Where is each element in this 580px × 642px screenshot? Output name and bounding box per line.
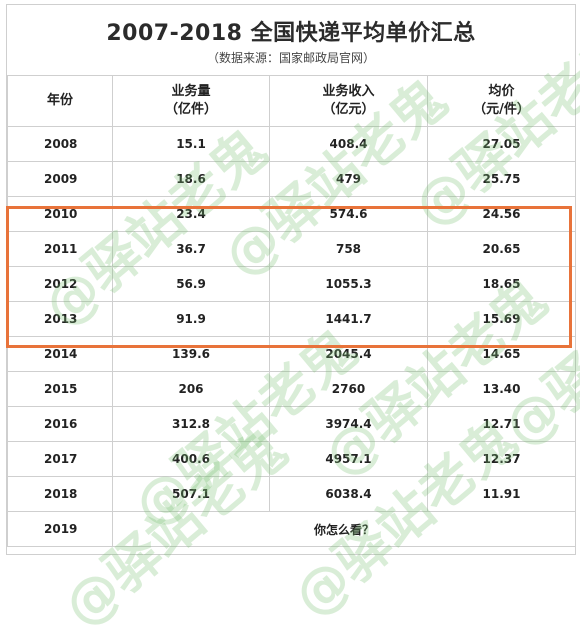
revenue-cell: 408.4 xyxy=(269,126,428,162)
table-row: 2009 18.6 479 25.75 xyxy=(7,161,576,197)
volume-cell: 23.4 xyxy=(112,196,270,232)
header-price-line1: 均价 xyxy=(488,84,515,99)
year-cell: 2017 xyxy=(7,441,113,477)
revenue-cell: 1441.7 xyxy=(269,301,428,337)
header-row: 年份 业务量 （亿件） 业务收入 （亿元） 均价 （元/件） xyxy=(7,75,576,127)
table-row: 2017 400.6 4957.1 12.37 xyxy=(7,441,576,477)
volume-cell: 312.8 xyxy=(112,406,270,442)
table-row: 2011 36.7 758 20.65 xyxy=(7,231,576,267)
year-cell: 2012 xyxy=(7,266,113,302)
table-row: 2012 56.9 1055.3 18.65 xyxy=(7,266,576,302)
price-cell: 12.37 xyxy=(427,441,576,477)
volume-cell: 36.7 xyxy=(112,231,270,267)
revenue-cell: 2045.4 xyxy=(269,336,428,372)
price-cell: 11.91 xyxy=(427,476,576,512)
year-cell: 2013 xyxy=(7,301,113,337)
revenue-cell: 6038.4 xyxy=(269,476,428,512)
volume-cell: 139.6 xyxy=(112,336,270,372)
table-row: 2016 312.8 3974.4 12.71 xyxy=(7,406,576,442)
year-cell: 2010 xyxy=(7,196,113,232)
table-row: 2014 139.6 2045.4 14.65 xyxy=(7,336,576,372)
price-cell: 24.56 xyxy=(427,196,576,232)
table-row: 2015 206 2760 13.40 xyxy=(7,371,576,407)
price-cell: 13.40 xyxy=(427,371,576,407)
document-page: 2007-2018 全国快递平均单价汇总 （数据来源：国家邮政局官网） 年份 业… xyxy=(6,4,580,639)
year-cell: 2008 xyxy=(7,126,113,162)
price-cell: 14.65 xyxy=(427,336,576,372)
table-row: 2018 507.1 6038.4 11.91 xyxy=(7,476,576,512)
price-summary-table: 年份 业务量 （亿件） 业务收入 （亿元） 均价 （元/件） 2008 15.1 xyxy=(7,75,576,547)
question-cell: 你怎么看？ xyxy=(112,511,576,547)
data-source-note: （数据来源：国家邮政局官网） xyxy=(206,51,375,65)
year-cell: 2011 xyxy=(7,231,113,267)
header-revenue-line1: 业务收入 xyxy=(322,84,375,99)
volume-cell: 15.1 xyxy=(112,126,270,162)
header-year-label: 年份 xyxy=(46,93,73,108)
table-row: 2013 91.9 1441.7 15.69 xyxy=(7,301,576,337)
year-cell: 2015 xyxy=(7,371,113,407)
revenue-cell: 3974.4 xyxy=(269,406,428,442)
price-cell: 12.71 xyxy=(427,406,576,442)
revenue-cell: 2760 xyxy=(269,371,428,407)
price-cell: 15.69 xyxy=(427,301,576,337)
header-volume: 业务量 （亿件） xyxy=(112,75,270,127)
volume-cell: 56.9 xyxy=(112,266,270,302)
header-price-line2: （元/件） xyxy=(473,102,530,117)
revenue-cell: 4957.1 xyxy=(269,441,428,477)
table-title: 2007-2018 全国快递平均单价汇总 xyxy=(106,21,476,46)
volume-cell: 18.6 xyxy=(112,161,270,197)
price-cell: 25.75 xyxy=(427,161,576,197)
table-row: 2008 15.1 408.4 27.05 xyxy=(7,126,576,162)
price-cell: 20.65 xyxy=(427,231,576,267)
table-row: 2010 23.4 574.6 24.56 xyxy=(7,196,576,232)
year-cell: 2016 xyxy=(7,406,113,442)
header-volume-line2: （亿件） xyxy=(164,102,217,117)
volume-cell: 507.1 xyxy=(112,476,270,512)
revenue-cell: 1055.3 xyxy=(269,266,428,302)
volume-cell: 400.6 xyxy=(112,441,270,477)
year-cell: 2018 xyxy=(7,476,113,512)
year-cell: 2014 xyxy=(7,336,113,372)
title-block: 2007-2018 全国快递平均单价汇总 （数据来源：国家邮政局官网） xyxy=(7,5,575,75)
volume-cell: 91.9 xyxy=(112,301,270,337)
revenue-cell: 758 xyxy=(269,231,428,267)
price-cell: 18.65 xyxy=(427,266,576,302)
revenue-cell: 479 xyxy=(269,161,428,197)
year-cell: 2019 xyxy=(7,511,113,547)
year-cell: 2009 xyxy=(7,161,113,197)
header-revenue: 业务收入 （亿元） xyxy=(269,75,428,127)
table-row-2019: 2019 你怎么看？ xyxy=(7,511,576,547)
header-revenue-line2: （亿元） xyxy=(322,102,375,117)
header-year: 年份 xyxy=(7,75,113,127)
volume-cell: 206 xyxy=(112,371,270,407)
header-price: 均价 （元/件） xyxy=(427,75,576,127)
price-cell: 27.05 xyxy=(427,126,576,162)
header-volume-line1: 业务量 xyxy=(171,84,211,99)
revenue-cell: 574.6 xyxy=(269,196,428,232)
